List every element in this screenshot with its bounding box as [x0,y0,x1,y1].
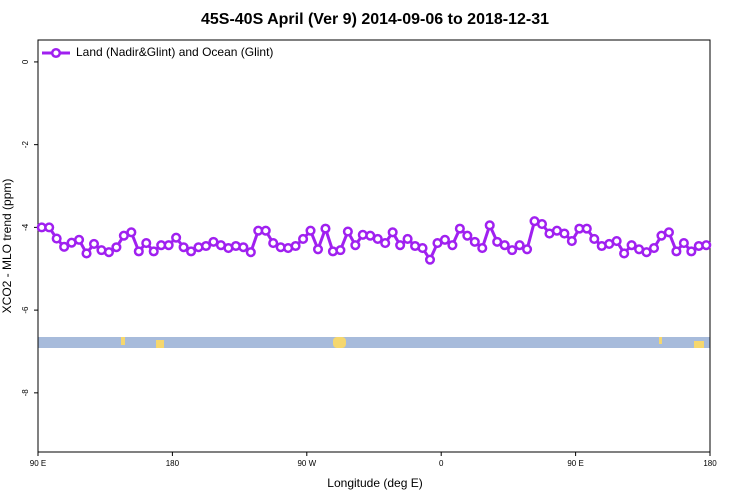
point [186,246,197,257]
point [290,240,301,252]
point [454,223,465,234]
x-axis-label: Longitude (deg E) [327,476,422,490]
point [88,238,100,249]
x-tick-label: 0 [439,459,444,468]
point [312,244,324,255]
point [342,226,353,237]
point [380,238,391,249]
y-axis-label: XCO2 - MLO trend (ppm) [0,179,14,314]
point [387,227,398,238]
point [648,243,660,254]
point [439,234,450,245]
point [141,238,152,249]
point [395,240,406,251]
point [581,223,592,234]
point [671,246,682,257]
point [514,240,525,251]
x-tick-label: 90 W [297,459,316,468]
point [171,232,182,243]
point [499,240,510,251]
point [103,247,114,258]
y-tick-label: -2 [21,141,30,149]
point [51,233,62,244]
point [372,233,383,245]
point [74,234,85,245]
y-tick-label: -6 [21,306,30,314]
point [469,236,480,247]
point [536,219,548,230]
point [417,243,428,254]
y-tick-label: -4 [21,223,30,231]
land-ocean-strip [38,337,710,348]
chart-title: 45S-40S April (Ver 9) 2014-09-06 to 2018… [201,11,549,28]
legend-label: Land (Nadir&Glint) and Ocean (Glint) [76,45,273,59]
point [462,230,473,241]
point [641,247,652,258]
legend-marker [50,47,62,59]
point [305,225,316,236]
point [611,235,622,247]
point [350,240,361,251]
point [701,240,712,251]
point [163,240,174,251]
point [178,242,189,253]
point [566,235,577,247]
point [81,248,92,259]
point [111,242,122,253]
x-tick-label: 90 E [567,459,583,468]
point [200,240,212,252]
point [447,240,458,251]
x-tick-label: 180 [166,459,180,468]
point [507,245,518,256]
point [686,246,697,257]
y-tick-label: -8 [21,389,30,397]
point [59,241,70,252]
point [245,247,256,258]
point [477,243,488,254]
point [260,225,271,236]
point [238,242,249,253]
point [559,228,570,239]
point [678,238,689,249]
point [335,245,346,256]
point [626,240,637,251]
point [148,246,159,257]
point [133,246,144,257]
point [126,227,137,238]
point [320,223,331,234]
point [522,244,533,255]
point [663,227,674,238]
x-tick-label: 90 E [30,459,46,468]
point [424,254,436,265]
point [402,233,413,245]
point [589,233,600,245]
point [44,222,55,233]
x-tick-label: 180 [703,459,717,468]
point [484,220,495,231]
y-tick-label: 0 [21,59,30,64]
point [268,238,279,249]
point [619,248,630,259]
point [298,233,309,245]
